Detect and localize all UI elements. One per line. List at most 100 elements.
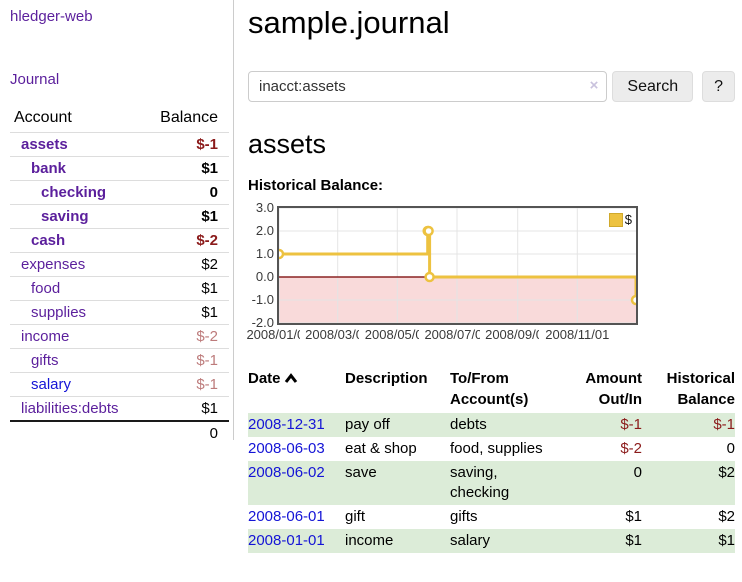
balance-chart-plot[interactable]: $: [277, 206, 638, 325]
account-balance: $1: [144, 300, 229, 325]
search-button[interactable]: Search: [612, 71, 694, 102]
account-row: saving $1: [10, 204, 229, 229]
account-balance: $-2: [144, 324, 229, 349]
transaction-row: 2008-06-02 save saving, checking 0 $2: [248, 461, 735, 505]
account-link-supplies[interactable]: supplies: [31, 304, 87, 321]
y-tick-label: 1.0: [255, 246, 274, 261]
account-row: assets $-1: [10, 132, 229, 157]
account-row: cash $-2: [10, 228, 229, 253]
txn-description: pay off: [345, 416, 390, 433]
page-title: sample.journal: [248, 5, 450, 40]
sidebar-divider: [233, 0, 234, 440]
account-row: salary $-1: [10, 372, 229, 397]
legend-label: $: [624, 212, 632, 227]
balance-chart-svg: [279, 208, 636, 323]
account-link-liabilities-debts[interactable]: liabilities:debts: [21, 400, 119, 417]
account-balance: $1: [144, 276, 229, 301]
chart-legend: $: [608, 212, 632, 227]
account-link-income[interactable]: income: [21, 328, 70, 345]
account-balance: $-1: [144, 132, 229, 157]
transaction-row: 2008-06-03 eat & shop food, supplies $-2…: [248, 437, 735, 461]
app-title-link[interactable]: hledger-web: [10, 8, 93, 25]
x-tick-label: 2008/07/01: [419, 327, 495, 343]
historical-balance-chart: 3.0 2.0 1.0 0.0 -1.0 -2.0 $ 2008/01/01 2008/03…: [241, 201, 735, 345]
account-link-checking[interactable]: checking: [41, 184, 107, 201]
txn-date-link[interactable]: 2008-06-02: [248, 464, 325, 481]
txn-date-link[interactable]: 2008-06-03: [248, 440, 325, 457]
transaction-row: 2008-12-31 pay off debts $-1 $-1: [248, 413, 735, 437]
account-balance: $1: [144, 396, 229, 422]
accounts-table: Account Balance assets $-1 bank $1 check…: [10, 107, 229, 445]
help-button[interactable]: ?: [702, 71, 735, 102]
txn-header-description: Description: [345, 370, 428, 387]
txn-header-amount: Amount Out/In: [585, 370, 642, 408]
account-row: food $1: [10, 276, 229, 301]
accounts-total-row: 0: [10, 420, 229, 445]
txn-date-link[interactable]: 2008-01-01: [248, 532, 325, 549]
chart-title: Historical Balance:: [248, 177, 384, 194]
transactions-table: Date Description To/From Account(s) Amou…: [248, 368, 735, 553]
account-row: checking 0: [10, 180, 229, 205]
x-tick-label: 2008/03/01: [299, 327, 376, 343]
txn-header-date[interactable]: Date: [248, 368, 345, 413]
txn-accounts: salary: [450, 532, 491, 549]
txn-accounts: food, supplies: [450, 440, 543, 457]
account-balance: $1: [144, 156, 229, 181]
txn-amount: $1: [625, 508, 642, 525]
account-balance: $-2: [144, 228, 229, 253]
x-tick-label: 2008/01/01: [241, 327, 317, 343]
account-row: supplies $1: [10, 300, 229, 325]
account-link-salary[interactable]: salary: [31, 376, 72, 393]
account-link-saving[interactable]: saving: [41, 208, 89, 225]
y-tick-label: 0.0: [255, 269, 274, 284]
account-link-gifts[interactable]: gifts: [31, 352, 59, 369]
accounts-total-value: 0: [144, 420, 229, 445]
txn-amount: $-2: [620, 440, 642, 457]
txn-amount: 0: [633, 464, 642, 481]
account-row: gifts $-1: [10, 348, 229, 373]
clear-search-icon[interactable]: ×: [589, 77, 599, 94]
y-tick-label: -1.0: [251, 292, 274, 307]
account-link-bank[interactable]: bank: [31, 160, 67, 177]
x-axis-labels: 2008/01/01 2008/03/01 2008/05/01 2008/07/01…: [241, 327, 735, 345]
main-content: sample.journal × Search ? assets Histori…: [241, 0, 735, 553]
search-input[interactable]: [248, 71, 608, 102]
accounts-header-account: Account: [10, 107, 145, 133]
txn-accounts: saving, checking: [450, 464, 510, 501]
account-balance: $-1: [144, 372, 229, 397]
txn-date-link[interactable]: 2008-12-31: [248, 416, 325, 433]
txn-description: gift: [345, 508, 366, 525]
txn-balance: $1: [718, 532, 735, 549]
txn-balance: $2: [718, 508, 735, 525]
txn-date-link[interactable]: 2008-06-01: [248, 508, 325, 525]
account-link-expenses[interactable]: expenses: [21, 256, 86, 273]
y-axis-labels: 3.0 2.0 1.0 0.0 -1.0 -2.0: [248, 201, 274, 330]
account-balance: $-1: [144, 348, 229, 373]
account-heading: assets: [248, 129, 327, 159]
txn-description: save: [345, 464, 377, 481]
txn-description: income: [345, 532, 394, 549]
account-balance: $1: [144, 204, 229, 229]
transaction-row: 2008-01-01 income salary $1 $1: [248, 529, 735, 553]
account-balance: $2: [144, 252, 229, 277]
x-tick-label: 2008/05/01: [359, 327, 436, 343]
x-tick-label: 2008/09/01: [479, 327, 556, 343]
y-tick-label: -2.0: [251, 315, 274, 330]
sidebar-item-journal[interactable]: Journal: [10, 71, 60, 88]
account-balance: 0: [144, 180, 229, 205]
y-tick-label: 2.0: [255, 223, 274, 238]
account-link-assets[interactable]: assets: [21, 136, 68, 153]
account-link-food[interactable]: food: [31, 280, 61, 297]
sort-asc-icon: [284, 373, 297, 383]
txn-balance: $2: [718, 464, 735, 481]
txn-amount: $-1: [620, 416, 642, 433]
account-link-cash[interactable]: cash: [31, 232, 66, 249]
txn-accounts: gifts: [450, 508, 478, 525]
account-row: liabilities:debts $1: [10, 396, 229, 422]
txn-description: eat & shop: [345, 440, 417, 457]
x-tick-label: 2008/11/01: [539, 327, 616, 343]
txn-header-balance: Historical Balance: [666, 370, 735, 408]
accounts-header-balance: Balance: [144, 107, 229, 133]
account-row: income $-2: [10, 324, 229, 349]
transaction-row: 2008-06-01 gift gifts $1 $2: [248, 505, 735, 529]
